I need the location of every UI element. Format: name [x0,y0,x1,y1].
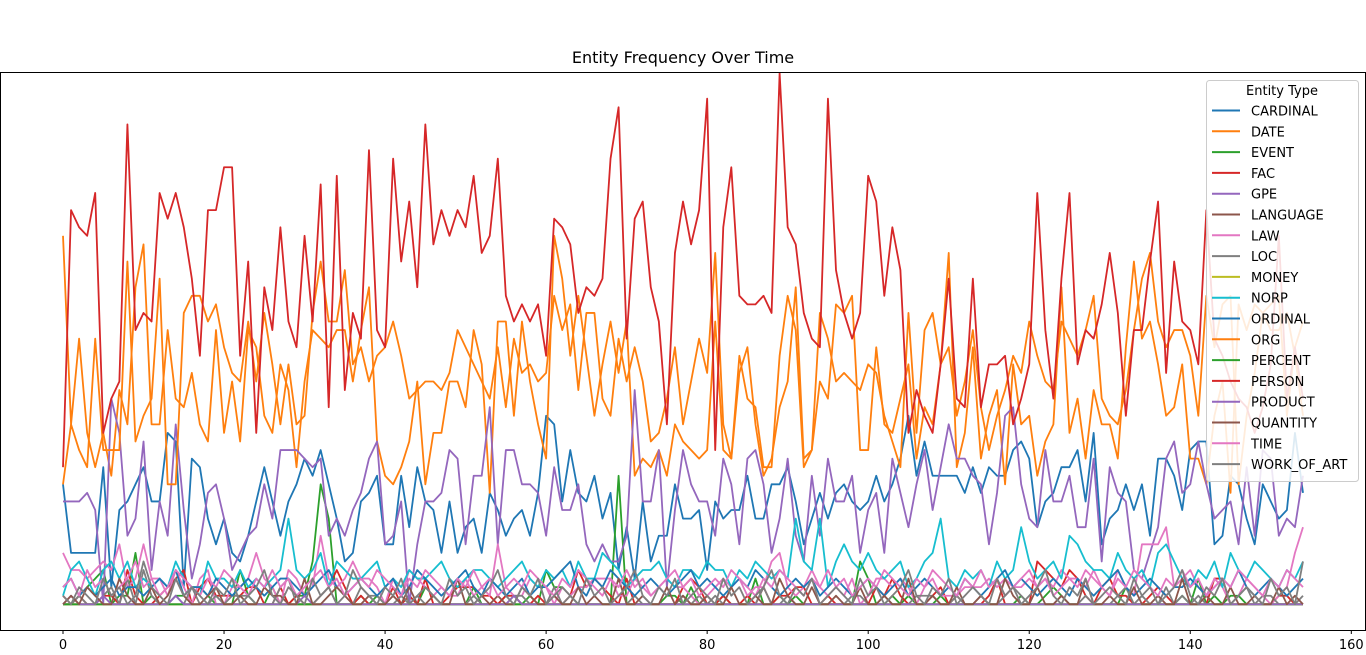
legend-label-ordinal: ORDINAL [1251,313,1311,328]
legend-label-person: PERSON [1251,375,1304,390]
chart-title: Entity Frequency Over Time [572,48,794,67]
legend-label-date: DATE [1251,125,1285,140]
legend-label-product: PRODUCT [1251,396,1315,411]
series-line-time [62,560,1304,597]
x-tick-label-100: 100 [856,638,881,653]
x-tick-label-140: 140 [1178,638,1203,653]
x-tick-label-20: 20 [216,638,233,653]
x-tick-label-80: 80 [699,638,716,653]
legend-label-fac: FAC [1251,167,1275,182]
legend-label-money: MONEY [1251,271,1298,286]
legend-label-language: LANGUAGE [1251,209,1324,224]
series-line-gpe [63,389,1304,606]
legend-label-work-of-art: WORK_OF_ART [1251,458,1347,473]
legend-label-gpe: GPE [1251,188,1277,203]
x-tick-label-0: 0 [59,638,67,653]
series-layer [62,72,1304,606]
series-line-work-of-art [62,560,1304,606]
series-line-quantity [62,577,1304,606]
legend-label-time: TIME [1250,437,1282,452]
series-line-cardinal [62,414,1304,589]
x-axis: 0 20 40 60 80 100 120 140 160 [59,630,1364,653]
legend-label-norp: NORP [1251,292,1288,307]
legend: Entity Type CARDINAL DATE EVENT FAC GPE LANGU… [1206,80,1359,482]
series-line-date [62,234,1304,494]
legend-label-org: ORG [1251,333,1280,348]
legend-label-event: EVENT [1251,146,1294,161]
legend-box [1206,80,1359,482]
legend-label-cardinal: CARDINAL [1251,105,1318,120]
series-line-norp [62,517,1304,597]
x-tick-label-160: 160 [1339,638,1364,653]
legend-label-quantity: QUANTITY [1251,417,1317,432]
x-tick-label-120: 120 [1017,638,1042,653]
legend-label-law: LAW [1251,229,1280,244]
legend-title: Entity Type [1246,84,1318,99]
legend-label-percent: PERCENT [1251,354,1310,369]
x-tick-label-40: 40 [377,638,394,653]
series-line-person [62,72,1304,468]
x-tick-label-60: 60 [538,638,555,653]
legend-label-loc: LOC [1251,250,1277,265]
